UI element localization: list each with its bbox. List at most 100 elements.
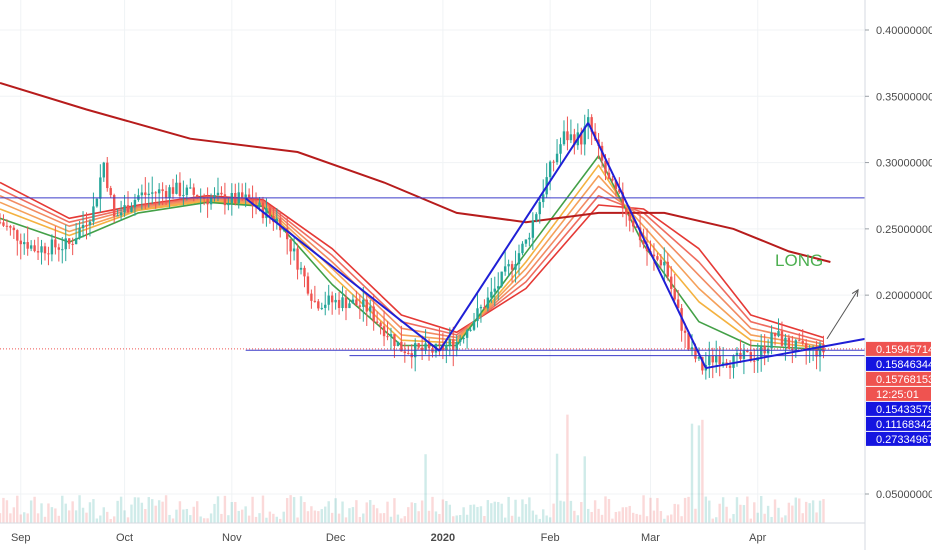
volume-bar: [483, 516, 486, 523]
volume-bar: [258, 513, 261, 523]
y-tick-label: 0.35000000: [876, 91, 932, 103]
volume-bar: [642, 495, 645, 523]
candle-body: [220, 192, 223, 195]
volume-bar: [282, 511, 285, 523]
volume-bar: [403, 516, 407, 523]
volume-bar: [676, 504, 680, 523]
candle-body: [749, 352, 753, 361]
volume-bar: [732, 514, 735, 523]
trend-line: [587, 122, 707, 369]
candle-body: [2, 222, 5, 226]
candle-body: [746, 350, 749, 353]
volume-bar: [54, 508, 57, 523]
volume-bar: [469, 504, 472, 523]
candle-body: [265, 208, 268, 219]
volume-bar: [645, 516, 649, 523]
volume-bar: [400, 518, 403, 523]
candle-body: [74, 238, 78, 245]
x-tick-label: Dec: [326, 532, 346, 544]
ema-line: [0, 155, 824, 351]
volume-bar: [414, 503, 417, 523]
candle-body: [192, 187, 195, 195]
candle-body: [670, 276, 673, 289]
price-label-box: [866, 356, 931, 371]
price-label-text: 0.15768153: [876, 374, 932, 386]
candle-body: [503, 266, 507, 272]
price-label-text: 0.11168342: [876, 419, 932, 431]
candle-body: [12, 227, 16, 231]
candle-body: [140, 192, 144, 196]
candle-body: [68, 238, 71, 244]
volume-bar: [590, 511, 593, 523]
candle-body: [438, 343, 441, 345]
volume-bar: [275, 516, 278, 523]
candle-body: [403, 351, 407, 354]
volume-bar: [690, 423, 694, 523]
volume-bar: [216, 496, 220, 523]
volume-bar: [61, 495, 64, 523]
volume-bar: [746, 496, 749, 523]
candle-body: [351, 299, 355, 304]
volume-bar: [279, 518, 282, 523]
candle-body: [621, 192, 624, 209]
candle-body: [161, 189, 164, 192]
volume-bar: [576, 515, 580, 523]
candle-body: [631, 220, 635, 227]
candle-body: [555, 153, 559, 163]
volume-bar: [109, 518, 112, 523]
volume-bar: [773, 499, 777, 523]
volume-bar: [241, 509, 244, 523]
candle-body: [147, 193, 150, 196]
volume-bar: [542, 509, 545, 523]
volume-bar: [562, 501, 566, 523]
volume-bar: [683, 497, 687, 523]
long-label: LONG: [775, 251, 823, 270]
volume-bar: [206, 518, 209, 523]
candle-body: [5, 225, 9, 227]
volume-bar: [569, 500, 573, 523]
candle-body: [676, 299, 680, 309]
volume-bar: [106, 511, 109, 523]
candle-body: [337, 299, 341, 309]
y-tick-label: 0.40000000: [876, 25, 932, 37]
volume-bar: [292, 497, 296, 523]
volume-bar: [445, 500, 448, 523]
candle-body: [573, 134, 576, 146]
candle-body: [119, 212, 123, 216]
volume-bar: [230, 502, 234, 523]
candle-body: [330, 295, 334, 303]
candle-body: [95, 198, 99, 207]
volume-bar: [182, 509, 185, 523]
candle-body: [168, 187, 171, 198]
candle-body: [784, 337, 787, 346]
candle-body: [244, 194, 247, 199]
y-tick-label: 0.20000000: [876, 290, 932, 302]
volume-bar: [144, 509, 147, 523]
candle-body: [531, 220, 535, 238]
trend-line: [438, 122, 590, 352]
candle-body: [732, 355, 735, 368]
volume-bar: [199, 516, 202, 523]
volume-bar: [420, 500, 424, 523]
candle-body: [763, 345, 766, 354]
candle-body: [296, 248, 299, 270]
candle-body: [154, 192, 157, 194]
candle-body: [303, 267, 306, 277]
candle-body: [47, 253, 50, 255]
volume-bar: [804, 501, 808, 523]
volume-bar: [299, 496, 303, 523]
candle-body: [61, 249, 64, 251]
candle-body: [777, 331, 780, 337]
candle-body: [299, 267, 303, 270]
candle-body: [514, 264, 517, 270]
volume-bar: [545, 515, 548, 523]
candle-body: [40, 246, 43, 253]
volume-bar: [133, 497, 137, 523]
volume-bar: [47, 503, 50, 523]
ema-line: [0, 175, 824, 348]
price-label-text: 0.27334967: [876, 434, 932, 446]
price-label-text: 12:25:01: [876, 389, 919, 401]
volume-bar: [780, 517, 784, 523]
